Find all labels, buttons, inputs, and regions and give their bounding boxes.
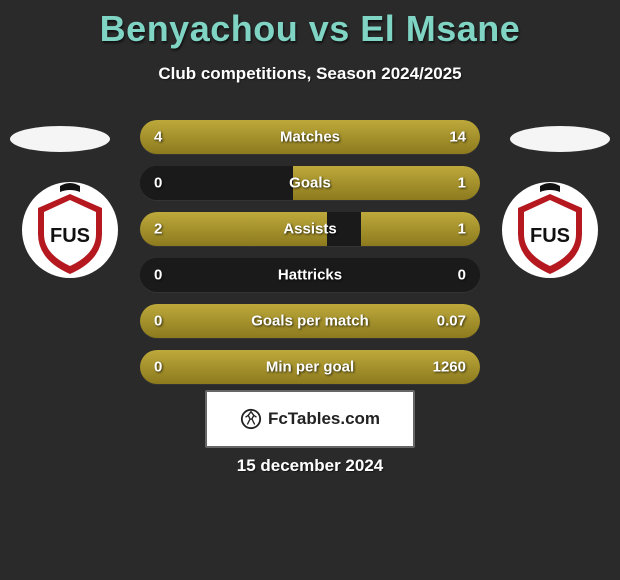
soccer-ball-icon <box>240 408 262 430</box>
stat-value-left: 2 <box>154 221 162 238</box>
stat-row: 0 1260 Min per goal <box>140 350 480 384</box>
stat-value-left: 0 <box>154 359 162 376</box>
team-left-logo: FUS <box>20 180 120 280</box>
stat-row: 0 0.07 Goals per match <box>140 304 480 338</box>
svg-text:FUS: FUS <box>50 225 90 247</box>
bar-left-fill <box>140 120 208 154</box>
player-left-avatar <box>10 126 110 152</box>
stat-value-right: 1260 <box>433 359 466 376</box>
stat-value-left: 0 <box>154 267 162 284</box>
stat-label: Assists <box>283 221 336 238</box>
stat-value-left: 4 <box>154 129 162 146</box>
stat-value-left: 0 <box>154 175 162 192</box>
stat-row: 2 1 Assists <box>140 212 480 246</box>
stat-label: Matches <box>280 129 340 146</box>
stat-row: 0 1 Goals <box>140 166 480 200</box>
stat-value-right: 1 <box>458 175 466 192</box>
page-title: Benyachou vs El Msane <box>0 0 620 50</box>
stat-label: Min per goal <box>266 359 354 376</box>
player-right-avatar <box>510 126 610 152</box>
bar-empty <box>140 166 293 200</box>
branding-box: FcTables.com <box>205 390 415 448</box>
stat-label: Goals per match <box>251 313 369 330</box>
date-text: 15 december 2024 <box>0 456 620 476</box>
stat-value-left: 0 <box>154 313 162 330</box>
bar-right-fill <box>208 120 480 154</box>
stat-label: Hattricks <box>278 267 342 284</box>
team-right-logo: FUS <box>500 180 600 280</box>
stats-bars: 4 14 Matches 0 1 Goals 2 1 Assists 0 0 Hattricks 0 0.… <box>140 120 480 396</box>
stat-value-right: 1 <box>458 221 466 238</box>
page-subtitle: Club competitions, Season 2024/2025 <box>0 64 620 84</box>
stat-value-right: 0 <box>458 267 466 284</box>
stat-row: 4 14 Matches <box>140 120 480 154</box>
stat-value-right: 0.07 <box>437 313 466 330</box>
branding-text: FcTables.com <box>268 409 380 429</box>
svg-text:FUS: FUS <box>530 225 570 247</box>
stat-row: 0 0 Hattricks <box>140 258 480 292</box>
stat-value-right: 14 <box>449 129 466 146</box>
stat-label: Goals <box>289 175 331 192</box>
